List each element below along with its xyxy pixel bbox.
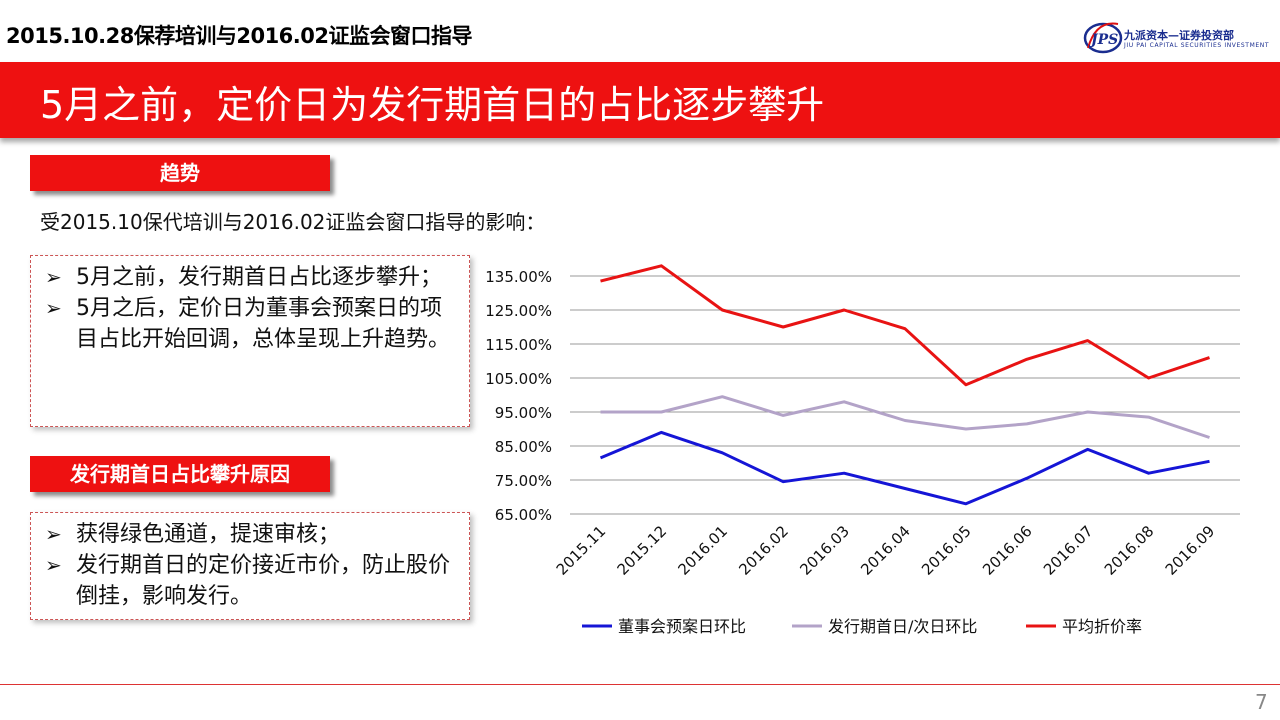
x-tick-label: 2015.11 (553, 522, 610, 579)
legend-label: 平均折价率 (1062, 617, 1142, 636)
x-tick-label: 2015.12 (614, 522, 671, 579)
trend-bullet-box: ➢ 5月之前，发行期首日占比逐步攀升； ➢ 5月之后，定价日为董事会预案日的项目… (30, 255, 470, 427)
y-tick-label: 85.00% (495, 438, 552, 456)
y-tick-label: 65.00% (495, 506, 552, 524)
arrow-bullet-icon: ➢ (45, 296, 62, 320)
y-tick-label: 95.00% (495, 404, 552, 422)
reason-tag: 发行期首日占比攀升原因 (30, 456, 330, 492)
page-number: 7 (1255, 690, 1268, 714)
x-tick-label: 2016.04 (857, 522, 914, 579)
line-chart: 135.00% 125.00% 115.00% 105.00% 95.00% 85.00%… (485, 264, 1240, 636)
slide-title: 5月之前，定价日为发行期首日的占比逐步攀升 (40, 83, 825, 127)
logo-mark-icon: JPS (1083, 22, 1123, 54)
legend-label: 发行期首日/次日环比 (828, 617, 977, 636)
y-tick-label: 135.00% (485, 268, 552, 286)
bullet-text: 获得绿色通道，提速审核； (76, 522, 341, 547)
subtitle: 受2015.10保代培训与2016.02证监会窗口指导的影响： (40, 210, 546, 234)
x-tick-label: 2016.07 (1040, 522, 1097, 579)
x-tick-label: 2016.06 (979, 522, 1036, 579)
bullet-text: 发行期首日的定价接近市价，防止股价倒挂，影响发行。 (76, 553, 451, 609)
logo-english-text: JIU PAI CAPITAL SECURITIES INVESTMENT (1124, 42, 1270, 49)
trend-tag: 趋势 (30, 155, 330, 191)
arrow-bullet-icon: ➢ (45, 553, 62, 577)
footer-divider (0, 684, 1280, 685)
legend-label: 董事会预案日环比 (618, 617, 746, 636)
bullet-item: ➢ 5月之后，定价日为董事会预案日的项目占比开始回调，总体呈现上升趋势。 (45, 293, 459, 355)
y-tick-label: 75.00% (495, 472, 552, 490)
x-tick-label: 2016.09 (1162, 522, 1219, 579)
arrow-bullet-icon: ➢ (45, 265, 62, 289)
svg-text:JPS: JPS (1088, 32, 1118, 48)
x-tick-label: 2016.08 (1101, 522, 1158, 579)
deck-title: 2015.10.28保荐培训与2016.02证监会窗口指导 (6, 24, 473, 48)
series-line (600, 395, 1210, 439)
arrow-bullet-icon: ➢ (45, 522, 62, 546)
company-logo: JPS 九派资本—证券投资部 JIU PAI CAPITAL SECURITIE… (1082, 14, 1269, 58)
title-banner: 5月之前，定价日为发行期首日的占比逐步攀升 (0, 62, 1280, 138)
series-line (600, 264, 1210, 387)
x-tick-label: 2016.02 (735, 522, 792, 579)
bullet-item: ➢ 获得绿色通道，提速审核； (45, 519, 459, 550)
bullet-text: 5月之前，发行期首日占比逐步攀升； (76, 265, 442, 290)
bullet-text: 5月之后，定价日为董事会预案日的项目占比开始回调，总体呈现上升趋势。 (76, 296, 451, 352)
x-tick-label: 2016.03 (796, 522, 853, 579)
y-tick-label: 125.00% (485, 302, 552, 320)
logo-chinese-text: 九派资本—证券投资部 (1124, 29, 1234, 42)
bullet-item: ➢ 发行期首日的定价接近市价，防止股价倒挂，影响发行。 (45, 550, 459, 612)
y-tick-label: 105.00% (485, 370, 552, 388)
reason-bullet-box: ➢ 获得绿色通道，提速审核； ➢ 发行期首日的定价接近市价，防止股价倒挂，影响发… (30, 512, 470, 620)
series-line (599, 430, 1210, 506)
y-tick-label: 115.00% (485, 336, 552, 354)
x-tick-label: 2016.05 (918, 522, 975, 579)
bullet-item: ➢ 5月之前，发行期首日占比逐步攀升； (45, 262, 459, 293)
x-tick-label: 2016.01 (675, 522, 732, 579)
